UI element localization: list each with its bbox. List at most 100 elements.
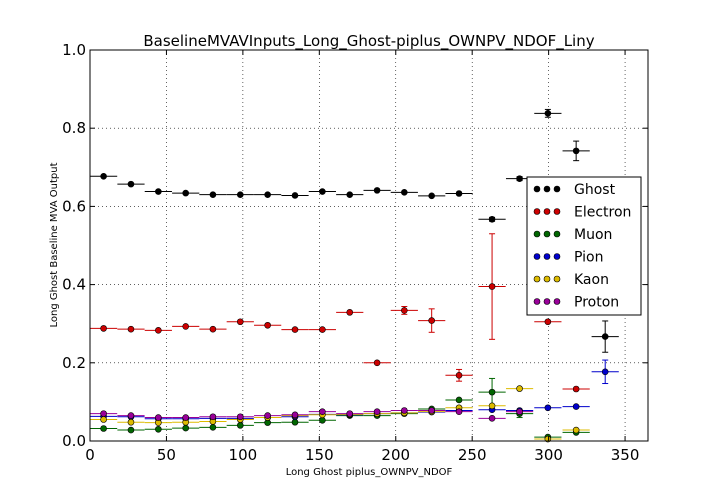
legend-label: Proton [574,295,619,311]
data-point [236,413,244,421]
y-tick-label: 0.6 [62,197,86,215]
legend: Ghost Electron Muon Pion Kaon Proton [526,176,642,316]
data-point [346,309,354,316]
legend-marker [533,253,541,260]
y-axis-label: Long Ghost Baseline MVA Output [49,162,60,327]
plot-frame [89,49,649,442]
legend-label: Kaon [574,272,609,288]
data-point [516,408,523,415]
y-tick-label: 0.8 [62,119,86,137]
legend-marker [553,275,561,283]
x-tick-label: 50 [157,446,176,464]
data-point [488,402,496,410]
data-point [155,188,162,195]
data-point [182,323,190,330]
legend-marker [533,298,541,305]
data-point [264,321,271,329]
legend-marker [543,298,551,305]
legend-label: Electron [574,205,631,221]
data-point [401,307,408,314]
data-point [264,412,271,419]
data-point [455,190,463,197]
data-point [155,425,162,433]
data-point [373,359,381,367]
data-point [236,318,244,326]
data-point [544,318,552,326]
legend-marker [543,275,551,283]
data-point [319,326,326,333]
chart-title: BaselineMVAVInputs_Long_Ghost-piplus_OWN… [143,32,594,51]
data-point [100,416,107,423]
data-point [319,416,326,424]
data-point [291,418,299,426]
x-tick-label: 0 [85,446,95,464]
data-point [488,415,496,422]
legend-marker [543,208,551,215]
data-point [291,411,299,419]
legend-box [526,176,642,316]
legend-marker [553,230,561,238]
data-point [127,426,135,434]
data-point [182,189,190,197]
data-point [182,414,190,421]
x-tick-label: 300 [534,446,563,464]
data-point [373,187,381,194]
data-point [100,410,107,417]
plot-data [90,108,619,443]
data-point [488,283,496,290]
y-tick-label: 1.0 [62,41,86,59]
legend-marker [533,185,541,193]
data-point [291,326,299,333]
x-axis-label: Long Ghost piplus_OWNPV_NDOF [286,467,453,478]
data-point [516,385,523,392]
legend-marker [543,230,551,238]
data-point [264,191,271,198]
data-point [401,189,408,196]
legend-marker [553,208,561,215]
legend-label: Pion [574,250,603,266]
data-point [319,188,326,195]
series-ghost [90,108,619,353]
data-point [182,424,190,432]
legend-marker [553,298,561,305]
data-point [319,408,326,415]
data-point [572,147,580,155]
data-point [572,426,580,434]
data-point [455,396,463,404]
data-point [127,412,135,419]
y-tick-label: 0.0 [62,432,86,450]
x-tick-label: 250 [458,446,487,464]
legend-marker [533,230,541,238]
axis-ticks: 0 50 100 150 200 250 300 350 0.0 0.2 0.4 0.6 0.8 1.0 [62,41,648,464]
data-point [127,418,135,426]
data-point [209,191,217,198]
data-point [100,325,107,332]
data-point [601,368,609,376]
x-tick-label: 100 [229,446,258,464]
series-electron [90,233,590,393]
data-point [516,175,523,182]
data-point [455,372,463,379]
x-tick-label: 200 [381,446,410,464]
y-tick-label: 0.2 [62,354,86,372]
y-tick-label: 0.4 [62,276,86,294]
data-point [572,403,580,410]
data-point [572,385,580,393]
legend-label: Muon [574,227,612,243]
x-tick-label: 350 [611,446,640,464]
data-point [488,216,496,223]
data-point [373,408,381,415]
legend-marker [553,253,561,260]
legend-marker [553,185,561,193]
data-point [346,191,354,198]
data-point [127,180,135,188]
legend-marker [543,253,551,260]
data-point [428,317,435,324]
x-tick-label: 150 [305,446,334,464]
data-point [488,388,496,396]
data-point [236,191,244,198]
data-point [236,422,244,429]
data-point [428,407,435,414]
data-point [155,327,162,334]
